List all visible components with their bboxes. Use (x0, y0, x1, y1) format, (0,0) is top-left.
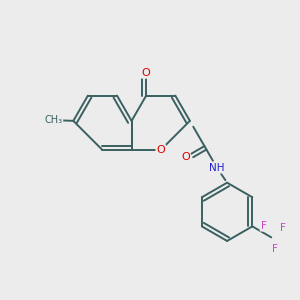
Text: F: F (272, 244, 278, 254)
Text: O: O (181, 152, 190, 162)
Text: O: O (142, 68, 151, 78)
Text: CH₃: CH₃ (44, 115, 62, 125)
Text: NH: NH (209, 163, 225, 172)
Text: F: F (280, 223, 286, 233)
Text: O: O (156, 145, 165, 155)
Text: F: F (261, 221, 266, 231)
